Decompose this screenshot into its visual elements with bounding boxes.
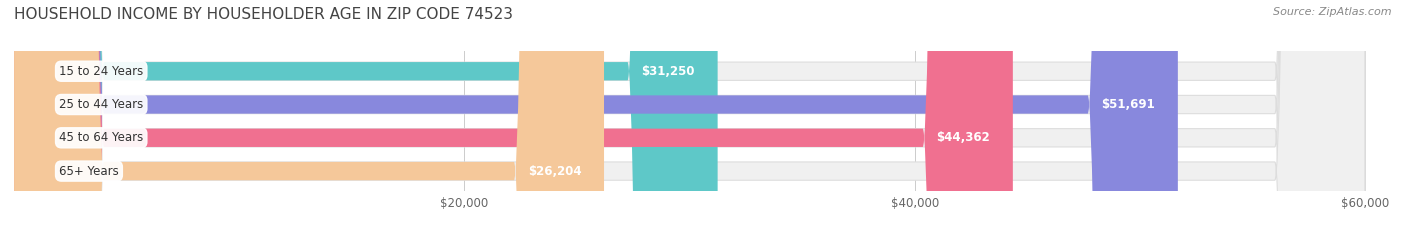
Text: Source: ZipAtlas.com: Source: ZipAtlas.com <box>1274 7 1392 17</box>
FancyBboxPatch shape <box>14 0 1365 233</box>
Text: HOUSEHOLD INCOME BY HOUSEHOLDER AGE IN ZIP CODE 74523: HOUSEHOLD INCOME BY HOUSEHOLDER AGE IN Z… <box>14 7 513 22</box>
Text: $26,204: $26,204 <box>527 164 582 178</box>
Text: 65+ Years: 65+ Years <box>59 164 120 178</box>
FancyBboxPatch shape <box>14 0 1012 233</box>
Text: 25 to 44 Years: 25 to 44 Years <box>59 98 143 111</box>
Text: 45 to 64 Years: 45 to 64 Years <box>59 131 143 144</box>
FancyBboxPatch shape <box>14 0 717 233</box>
FancyBboxPatch shape <box>14 0 1178 233</box>
FancyBboxPatch shape <box>14 0 1365 233</box>
Text: $51,691: $51,691 <box>1101 98 1156 111</box>
FancyBboxPatch shape <box>14 0 1365 233</box>
FancyBboxPatch shape <box>14 0 1365 233</box>
Text: $31,250: $31,250 <box>641 65 695 78</box>
Text: $44,362: $44,362 <box>936 131 990 144</box>
Text: 15 to 24 Years: 15 to 24 Years <box>59 65 143 78</box>
FancyBboxPatch shape <box>14 0 605 233</box>
